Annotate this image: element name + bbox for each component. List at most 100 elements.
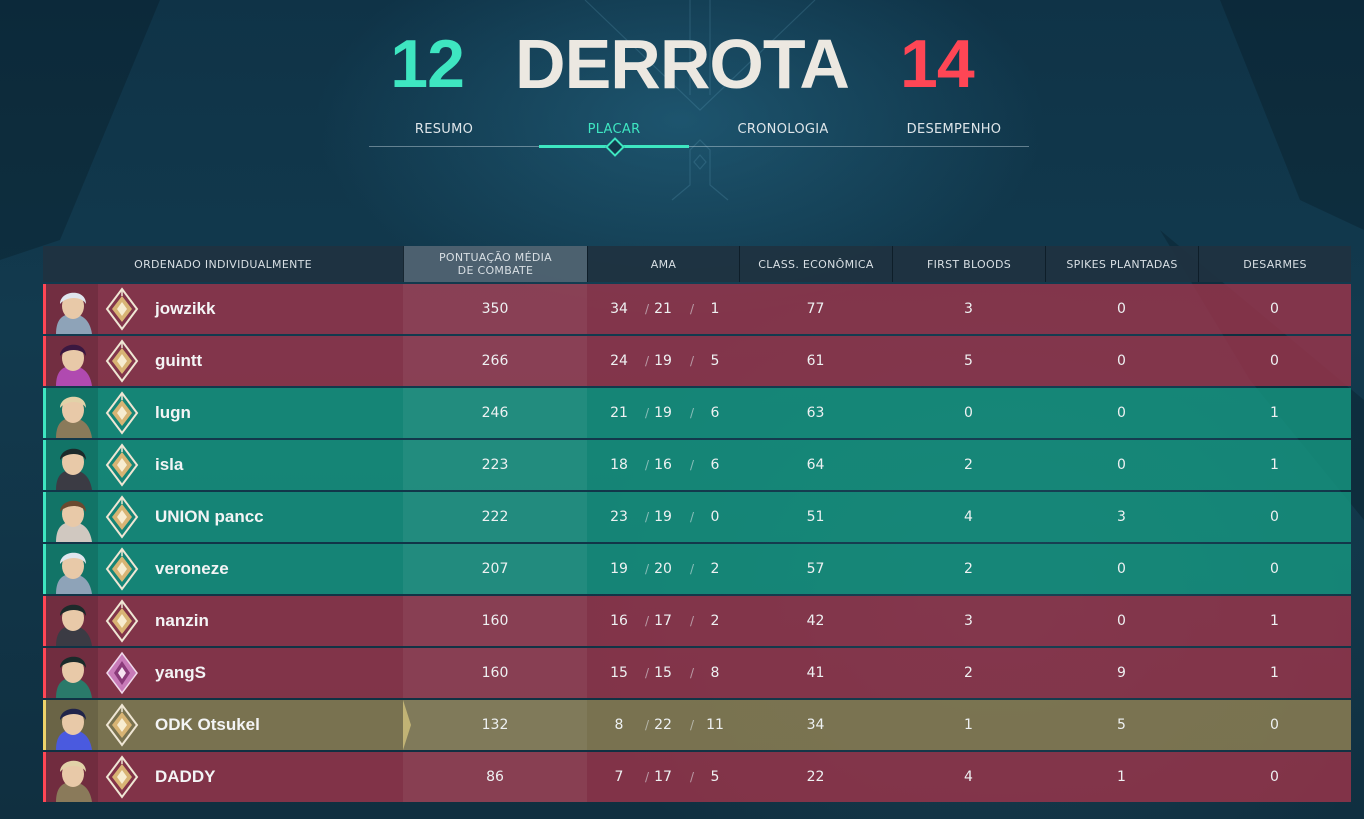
- kda-value: 21 / 19 / 6: [587, 388, 739, 438]
- defuses-value: 0: [1270, 769, 1279, 785]
- table-row[interactable]: ODK Otsukel 132 8 / 22 / 11 34 1 5 0: [43, 700, 1351, 750]
- assists-value: 5: [710, 353, 720, 369]
- match-score-header: 12 DERROTA 14: [0, 28, 1364, 100]
- platinum-rank-icon: [105, 287, 139, 331]
- kda-separator: /: [689, 302, 695, 316]
- kda-separator: /: [644, 718, 650, 732]
- table-row[interactable]: nanzin 160 16 / 17 / 2 42 3 0 1: [43, 596, 1351, 646]
- econ-value: 51: [806, 509, 825, 525]
- agent-portrait-icon: [46, 596, 98, 646]
- first-bloods-value: 4: [964, 509, 973, 525]
- acs-column-highlight: [403, 700, 587, 750]
- kda-value: 8 / 22 / 11: [587, 700, 739, 750]
- kills-value: 34: [610, 301, 628, 317]
- assists-value: 2: [710, 613, 720, 629]
- table-row[interactable]: UNION pancc 222 23 / 19 / 0 51 4 3 0: [43, 492, 1351, 542]
- acs-value: 350: [481, 301, 509, 317]
- deaths-value: 17: [654, 769, 672, 785]
- acs-column-highlight: [403, 284, 587, 334]
- kills-value: 16: [610, 613, 628, 629]
- defuses-value: 1: [1270, 457, 1279, 473]
- acs-column-highlight: [403, 336, 587, 386]
- table-row[interactable]: lugn 246 21 / 19 / 6 63 0 0 1: [43, 388, 1351, 438]
- first-bloods-value: 1: [964, 717, 973, 733]
- plants-value: 3: [1117, 509, 1126, 525]
- kda-separator: /: [689, 406, 695, 420]
- player-name[interactable]: guintt: [155, 351, 203, 370]
- table-row[interactable]: DADDY 86 7 / 17 / 5 22 4 1 0: [43, 752, 1351, 802]
- tab-summary[interactable]: RESUMO: [414, 122, 474, 137]
- acs-column-highlight: [403, 544, 587, 594]
- column-header-acs[interactable]: PONTUAÇÃO MÉDIA DE COMBATE: [403, 246, 587, 282]
- first-bloods-value: 4: [964, 769, 973, 785]
- player-name[interactable]: jowzikk: [155, 299, 216, 318]
- defuses-value: 0: [1270, 561, 1279, 577]
- deaths-value: 22: [654, 717, 672, 733]
- acs-value: 246: [481, 405, 509, 421]
- deaths-value: 20: [654, 561, 672, 577]
- plants-value: 9: [1117, 665, 1126, 681]
- platinum-rank-icon: [105, 755, 139, 799]
- assists-value: 5: [710, 769, 720, 785]
- kda-separator: /: [644, 562, 650, 576]
- kda-separator: /: [689, 562, 695, 576]
- first-bloods-value: 0: [964, 405, 973, 421]
- kda-separator: /: [644, 406, 650, 420]
- assists-value: 8: [710, 665, 720, 681]
- first-bloods-value: 5: [964, 353, 973, 369]
- player-name[interactable]: DADDY: [155, 767, 216, 786]
- kda-separator: /: [644, 510, 650, 524]
- table-row[interactable]: jowzikk 350 34 / 21 / 1 77 3 0 0: [43, 284, 1351, 334]
- plants-value: 0: [1117, 301, 1126, 317]
- kda-value: 18 / 16 / 6: [587, 440, 739, 490]
- column-header-kda[interactable]: AMA: [587, 246, 739, 282]
- team-color-stripe: [43, 648, 46, 698]
- kda-value: 15 / 15 / 8: [587, 648, 739, 698]
- player-name[interactable]: isla: [155, 455, 184, 474]
- player-name[interactable]: lugn: [155, 403, 191, 422]
- first-bloods-value: 2: [964, 665, 973, 681]
- player-name[interactable]: yangS: [155, 663, 207, 682]
- kills-value: 18: [610, 457, 628, 473]
- deaths-value: 15: [654, 665, 672, 681]
- kda-separator: /: [644, 666, 650, 680]
- acs-value: 223: [481, 457, 509, 473]
- kda-value: 16 / 17 / 2: [587, 596, 739, 646]
- column-header-plants[interactable]: SPIKES PLANTADAS: [1045, 246, 1198, 282]
- econ-value: 57: [806, 561, 825, 577]
- player-name[interactable]: nanzin: [155, 611, 209, 630]
- column-header-sort[interactable]: ORDENADO INDIVIDUALMENTE: [134, 257, 312, 271]
- acs-value: 160: [481, 665, 509, 681]
- kda-value: 19 / 20 / 2: [587, 544, 739, 594]
- plants-value: 0: [1117, 353, 1126, 369]
- plants-value: 1: [1117, 769, 1126, 785]
- platinum-rank-icon: [105, 703, 139, 747]
- team-color-stripe: [43, 336, 46, 386]
- agent-portrait-icon: [46, 440, 98, 490]
- table-row[interactable]: isla 223 18 / 16 / 6 64 2 0 1: [43, 440, 1351, 490]
- kda-separator: /: [689, 354, 695, 368]
- player-name[interactable]: ODK Otsukel: [155, 715, 260, 734]
- platinum-rank-icon: [105, 547, 139, 591]
- acs-value: 132: [481, 717, 509, 733]
- table-row[interactable]: veroneze 207 19/20/2 57 2 0 0: [43, 544, 1351, 594]
- plants-value: 5: [1117, 717, 1126, 733]
- column-header-defuses[interactable]: DESARMES: [1198, 246, 1351, 282]
- kills-value: 15: [610, 665, 628, 681]
- acs-value: 222: [481, 509, 509, 525]
- econ-value: 34: [806, 717, 825, 733]
- column-header-econ[interactable]: CLASS. ECONÔMICA: [739, 246, 892, 282]
- player-name[interactable]: UNION pancc: [155, 507, 264, 526]
- platinum-rank-icon: [105, 339, 139, 383]
- kda-separator: /: [644, 770, 650, 784]
- player-name[interactable]: veroneze: [155, 559, 229, 578]
- table-row[interactable]: yangS 160 15 / 15 / 8 41 2 9 1: [43, 648, 1351, 698]
- column-header-first-bloods[interactable]: FIRST BLOODS: [892, 246, 1045, 282]
- tab-performance[interactable]: DESEMPENHO: [906, 122, 1002, 137]
- deaths-value: 19: [654, 353, 672, 369]
- kills-value: 21: [610, 405, 628, 421]
- tab-timeline[interactable]: CRONOLOGIA: [737, 122, 829, 137]
- defuses-value: 0: [1270, 509, 1279, 525]
- table-row[interactable]: guintt 266 24 / 19 / 5 61 5 0 0: [43, 336, 1351, 386]
- acs-column-highlight: [403, 440, 587, 490]
